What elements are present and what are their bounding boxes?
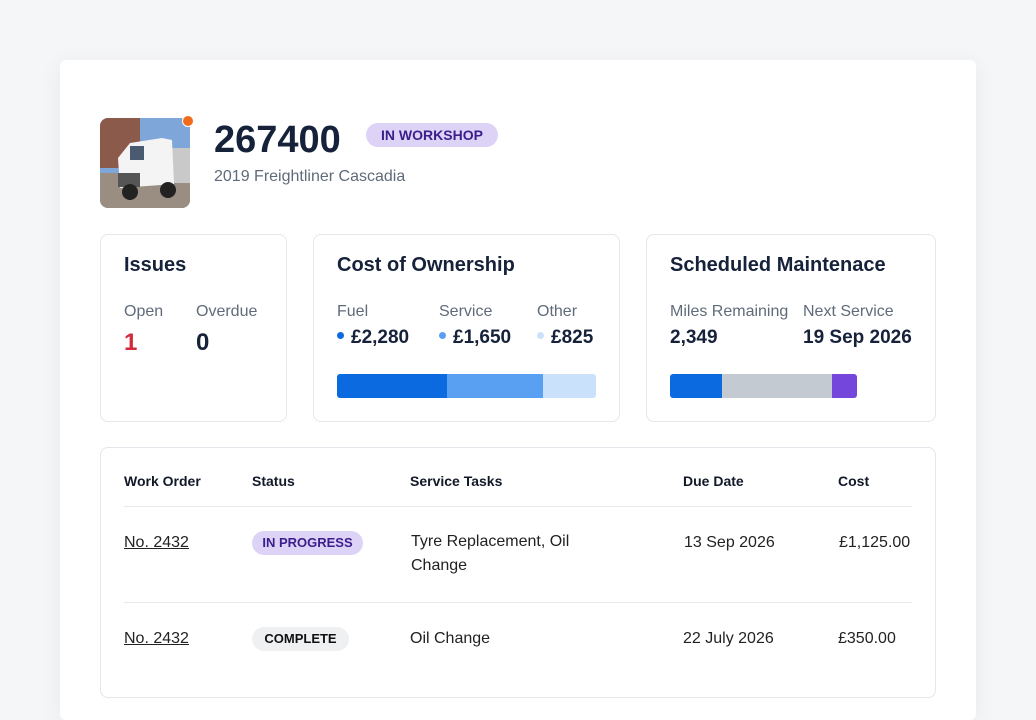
card-title: Cost of Ownership (337, 254, 515, 276)
maint-label: Next Service (803, 303, 894, 320)
service-tasks: Oil Change (410, 630, 491, 647)
vehicle-model: 2019 Freightliner Cascadia (214, 168, 406, 185)
cost-value-row: £2,280 (337, 327, 409, 349)
cost-value: £1,650 (453, 327, 512, 348)
status-dot (182, 115, 194, 127)
work-order-table (100, 447, 936, 698)
cost-bar (337, 374, 596, 398)
card-title: Issues (124, 254, 187, 276)
work-order-link[interactable]: No. 2432 (124, 534, 189, 551)
status-badge: COMPLETE (252, 627, 349, 651)
cost: £350.00 (838, 630, 896, 647)
bar-segment (337, 374, 447, 398)
cost-label: Other (537, 303, 578, 320)
card-title: Scheduled Maintenace (670, 254, 886, 276)
stat-label: Open (124, 303, 164, 320)
stat-value: 0 (196, 329, 210, 356)
bar-segment (447, 374, 543, 398)
column-header: Work Order (124, 473, 201, 489)
column-header: Service Tasks (410, 473, 503, 489)
status-badge: IN WORKSHOP (366, 123, 498, 147)
due-date: 22 July 2026 (683, 630, 774, 647)
column-header: Due Date (683, 473, 744, 489)
row-divider (124, 506, 912, 507)
cost-value-row: £1,650 (439, 327, 511, 349)
legend-dot (439, 332, 446, 340)
bar-segment (670, 374, 722, 398)
issues-card (100, 234, 287, 422)
legend-dot (537, 332, 544, 340)
column-header: Cost (838, 473, 870, 489)
cost-label: Service (439, 303, 493, 320)
stat-label: Overdue (196, 303, 258, 320)
cost-label: Fuel (337, 303, 369, 320)
truck-photo (100, 118, 190, 208)
maint-bar (670, 374, 857, 398)
cost-value-row: £825 (537, 327, 593, 349)
work-order-link[interactable]: No. 2432 (124, 630, 189, 647)
vehicle-id: 267400 (214, 119, 341, 161)
maint-value: 2,349 (670, 327, 718, 348)
cost-value: £2,280 (351, 327, 410, 348)
status-badge: IN PROGRESS (252, 531, 363, 555)
stat-value: 1 (124, 329, 138, 356)
bar-segment (543, 374, 596, 398)
due-date: 13 Sep 2026 (684, 534, 775, 551)
service-tasks: Tyre Replacement, Oil Change (411, 533, 570, 574)
bar-segment (832, 374, 857, 398)
column-header: Status (252, 473, 295, 489)
legend-dot (337, 332, 344, 340)
cost: £1,125.00 (839, 534, 911, 551)
maint-label: Miles Remaining (670, 303, 789, 320)
cost-value: £825 (551, 327, 594, 348)
bar-segment (722, 374, 832, 398)
row-divider (124, 602, 912, 603)
maint-value: 19 Sep 2026 (803, 327, 912, 348)
